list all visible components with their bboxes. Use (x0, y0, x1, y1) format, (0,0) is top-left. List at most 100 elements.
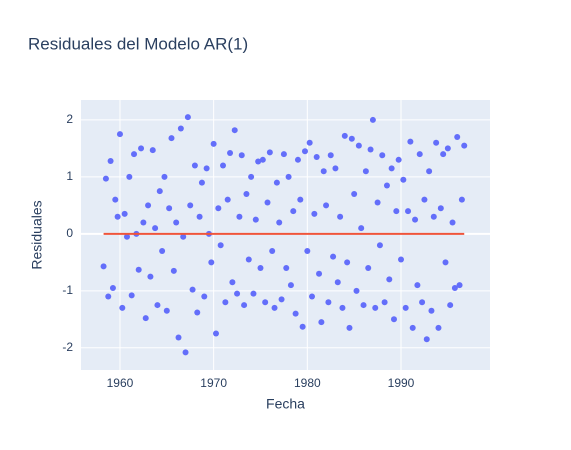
point (376, 242, 383, 249)
y-tick-label: 2 (66, 112, 73, 126)
point (271, 304, 278, 311)
point (358, 225, 365, 232)
point (444, 145, 451, 152)
point (355, 142, 362, 149)
point (220, 162, 227, 169)
point (456, 282, 463, 289)
point (325, 299, 332, 306)
point (173, 219, 180, 226)
point (323, 202, 330, 209)
point (461, 142, 468, 149)
point (369, 116, 376, 123)
point (400, 176, 407, 183)
point (360, 302, 367, 309)
point (250, 290, 257, 297)
point (208, 259, 215, 266)
point (140, 219, 147, 226)
point (353, 287, 360, 294)
point (435, 324, 442, 331)
point (301, 148, 308, 155)
point (393, 208, 400, 215)
x-tick-label: 1970 (200, 376, 227, 390)
x-tick-label: 1990 (388, 376, 415, 390)
point (266, 149, 273, 156)
point (109, 284, 116, 291)
y-tick-label: 0 (66, 226, 73, 240)
point (121, 210, 128, 217)
point (379, 152, 386, 159)
point (126, 173, 133, 180)
point (334, 279, 341, 286)
point (128, 292, 135, 299)
point (351, 190, 358, 197)
point (299, 323, 306, 330)
point (210, 140, 217, 147)
point (285, 173, 292, 180)
plot-area (81, 100, 490, 370)
point (332, 165, 339, 172)
point (421, 196, 428, 203)
point (290, 208, 297, 215)
point (142, 315, 149, 322)
point (236, 213, 243, 220)
point (231, 127, 238, 134)
point (395, 156, 402, 163)
point (398, 256, 405, 263)
point (423, 336, 430, 343)
point (428, 307, 435, 314)
point (262, 299, 269, 306)
point (383, 182, 390, 189)
point (320, 168, 327, 175)
point (196, 213, 203, 220)
point (419, 299, 426, 306)
point (339, 304, 346, 311)
point (346, 324, 353, 331)
point (313, 153, 320, 160)
point (194, 309, 201, 316)
point (145, 202, 152, 209)
point (337, 213, 344, 220)
point (152, 225, 159, 232)
point (402, 304, 409, 311)
point (198, 179, 205, 186)
point (168, 135, 175, 142)
point (433, 139, 440, 146)
point (105, 293, 112, 300)
x-tick-label: 1980 (294, 376, 321, 390)
point (449, 219, 456, 226)
point (163, 307, 170, 314)
point (222, 299, 229, 306)
point (241, 302, 248, 309)
point (147, 273, 154, 280)
point (114, 213, 121, 220)
point (414, 282, 421, 289)
point (107, 157, 114, 164)
point (119, 304, 126, 311)
point (229, 279, 236, 286)
point (138, 145, 145, 152)
point (189, 286, 196, 293)
point (365, 265, 372, 272)
point (327, 152, 334, 159)
point (116, 131, 123, 138)
point (161, 173, 168, 180)
point (318, 319, 325, 326)
y-tick-label: -2 (62, 340, 73, 354)
point (100, 263, 107, 270)
point (257, 265, 264, 272)
point (243, 190, 250, 197)
point (212, 330, 219, 337)
point (180, 233, 187, 240)
point (292, 310, 299, 317)
point (273, 179, 280, 186)
point (156, 188, 163, 195)
point (442, 259, 449, 266)
point (297, 196, 304, 203)
point (131, 151, 138, 158)
point (426, 168, 433, 175)
point (191, 162, 198, 169)
point (252, 216, 259, 223)
point (407, 138, 414, 145)
point (409, 324, 416, 331)
